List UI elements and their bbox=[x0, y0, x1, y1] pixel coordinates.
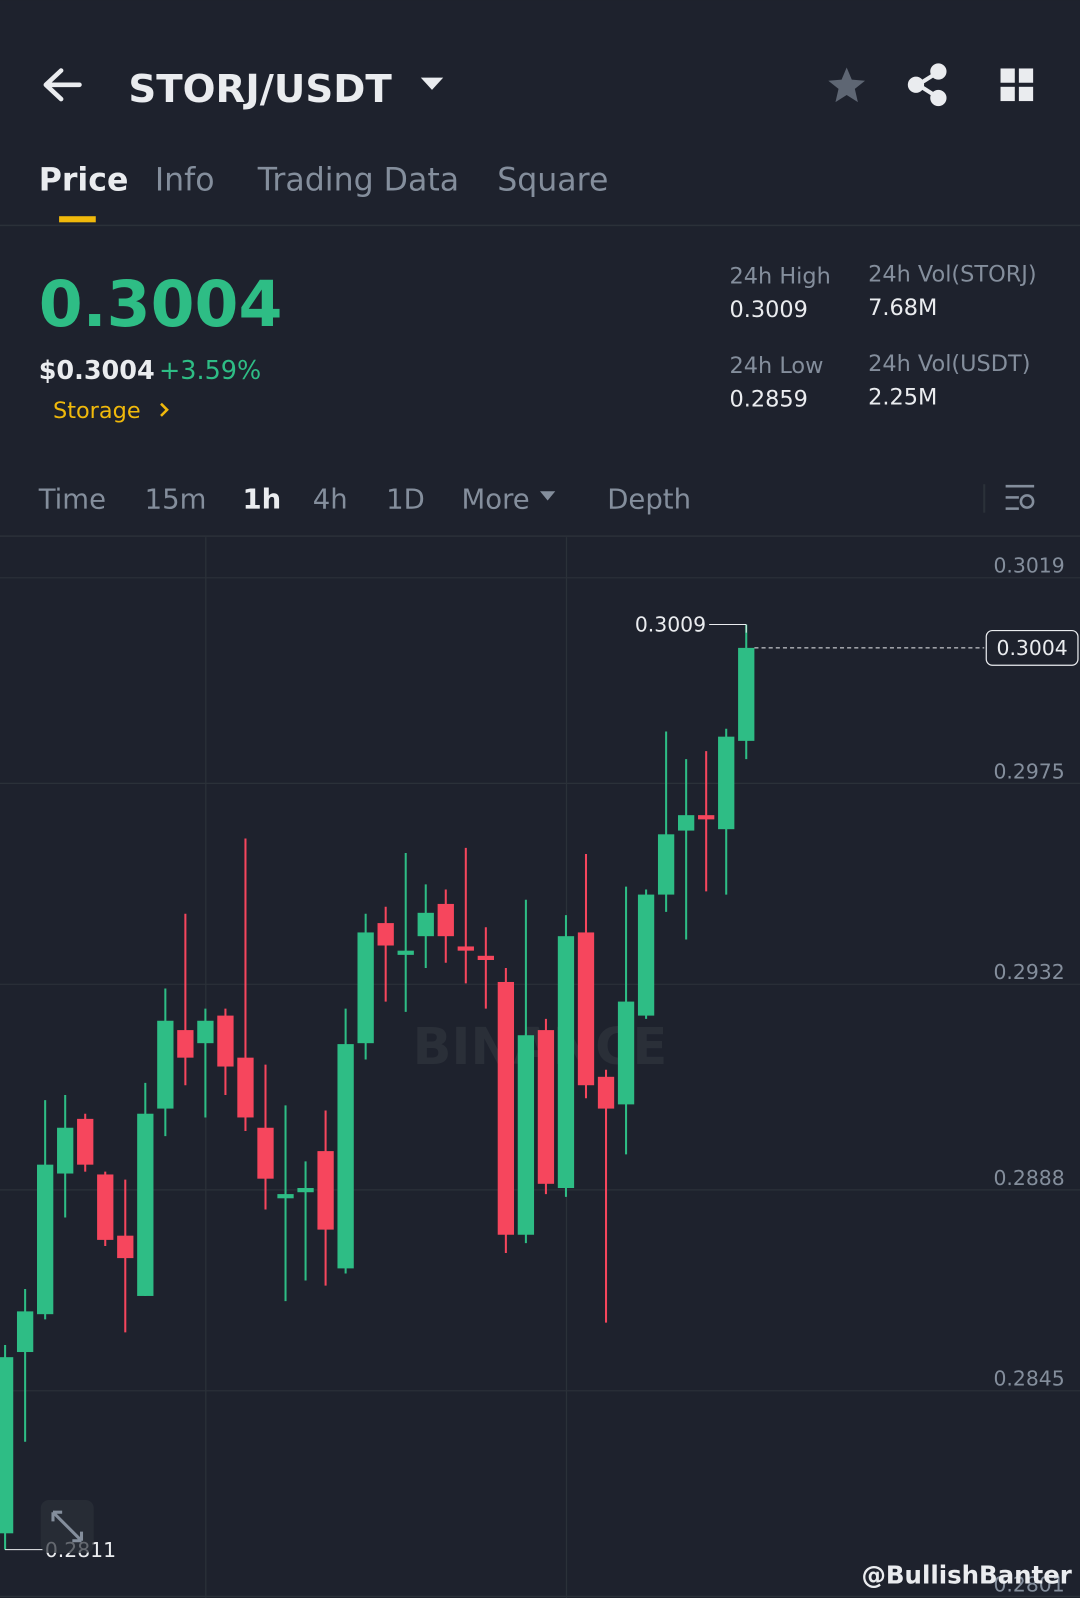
candle-body bbox=[557, 936, 575, 1189]
stat-value: 0.2859 bbox=[730, 387, 808, 413]
grid-cell bbox=[1018, 86, 1034, 102]
candle-body bbox=[297, 1188, 314, 1193]
tab-trading-data[interactable]: Trading Data bbox=[257, 163, 459, 199]
expand-button[interactable] bbox=[40, 1499, 94, 1553]
tab-indicator bbox=[59, 216, 96, 223]
tab-info[interactable]: Info bbox=[155, 163, 215, 199]
candle-body bbox=[477, 955, 494, 961]
grid-icon[interactable] bbox=[1000, 68, 1034, 102]
last-price-box bbox=[985, 629, 1079, 666]
candle-body bbox=[57, 1127, 74, 1174]
interval-tab[interactable]: 15m bbox=[145, 484, 207, 516]
candle-body bbox=[77, 1118, 94, 1165]
tag-chevron bbox=[160, 402, 169, 417]
interval-tab[interactable]: 1D bbox=[386, 484, 425, 516]
interval-tab[interactable]: Depth bbox=[607, 484, 691, 516]
grid-cell bbox=[1000, 68, 1015, 83]
settings-gear bbox=[1019, 494, 1035, 509]
candle-body bbox=[357, 932, 374, 1044]
last-price-label: 0.3004 bbox=[996, 636, 1067, 660]
stat-label: 24h Vol(USDT) bbox=[868, 351, 1030, 377]
expand-arrows bbox=[51, 1510, 84, 1543]
stat-label: 24h High bbox=[730, 263, 831, 289]
candle-body bbox=[698, 815, 715, 820]
price-change: +3.59% bbox=[159, 356, 261, 386]
candle-body bbox=[597, 1076, 615, 1109]
category-tag[interactable]: Storage bbox=[53, 398, 141, 424]
candle-body bbox=[317, 1151, 334, 1230]
stat-value: 0.3009 bbox=[730, 297, 808, 323]
candle-body bbox=[397, 950, 414, 955]
candle-body bbox=[0, 1357, 14, 1534]
candle-body bbox=[637, 894, 655, 1016]
chart-settings[interactable] bbox=[1005, 484, 1035, 510]
stat-label: 24h Low bbox=[730, 353, 824, 379]
y-tick-label: 0.2845 bbox=[993, 1367, 1064, 1391]
y-tick-label: 0.2975 bbox=[993, 759, 1064, 783]
candle-body bbox=[37, 1164, 54, 1315]
candle-body bbox=[97, 1174, 114, 1240]
candle-body bbox=[16, 1311, 34, 1353]
candle-body bbox=[537, 1030, 555, 1184]
pair-dropdown[interactable] bbox=[420, 77, 444, 90]
candle-body bbox=[517, 1035, 535, 1235]
interval-tab[interactable]: Time bbox=[38, 484, 106, 516]
more-dropdown bbox=[540, 491, 556, 501]
stat-value: 2.25M bbox=[868, 385, 937, 411]
interval-tab[interactable]: 4h bbox=[313, 484, 348, 516]
pair-title[interactable]: STORJ/USDT bbox=[128, 67, 392, 112]
max-label: 0.3009 bbox=[635, 613, 706, 637]
candle-body bbox=[217, 1015, 234, 1067]
usd-price: $0.3004 bbox=[39, 356, 155, 386]
y-tick-label: 0.3019 bbox=[993, 554, 1064, 578]
last-price: 0.3004 bbox=[39, 267, 283, 341]
grid-cell bbox=[1018, 68, 1034, 83]
candle-body bbox=[417, 912, 434, 937]
candle-body bbox=[137, 1113, 154, 1296]
interval-tab[interactable]: 1h bbox=[242, 484, 281, 516]
y-tick-label: 0.2932 bbox=[993, 960, 1064, 984]
back-button[interactable] bbox=[43, 68, 82, 102]
grid-cell bbox=[1000, 86, 1015, 102]
credit-watermark: @BullishBanter bbox=[861, 1561, 1071, 1590]
candle-body bbox=[677, 815, 695, 831]
candle-body bbox=[617, 1001, 635, 1105]
candle-body bbox=[117, 1235, 134, 1259]
stat-value: 7.68M bbox=[868, 295, 937, 321]
candle-body bbox=[237, 1057, 254, 1118]
candle-body bbox=[657, 834, 675, 895]
share-node bbox=[930, 89, 947, 107]
candle-body bbox=[197, 1020, 214, 1044]
candle-body bbox=[577, 932, 595, 1086]
stat-label: 24h Vol(STORJ) bbox=[868, 261, 1037, 287]
y-tick-label: 0.2801 bbox=[993, 1572, 1064, 1596]
tab-square[interactable]: Square bbox=[497, 163, 608, 199]
candle-body bbox=[337, 1044, 354, 1269]
back-arrow bbox=[43, 68, 82, 102]
candle-body bbox=[277, 1194, 294, 1199]
candle-body bbox=[457, 946, 474, 951]
interval-tab[interactable]: More bbox=[462, 484, 530, 516]
y-tick-label: 0.2888 bbox=[993, 1166, 1064, 1190]
share-node bbox=[930, 63, 947, 80]
candle-body bbox=[177, 1030, 194, 1058]
tab-price[interactable]: Price bbox=[39, 163, 129, 199]
labels: 0.3019 0.2975 0.2932 0.2888 0.2845 0.2801 0.30… bbox=[5, 554, 1079, 1596]
candle-body bbox=[497, 981, 515, 1235]
candles bbox=[0, 624, 755, 1550]
candle-body bbox=[437, 903, 454, 937]
share-node bbox=[907, 76, 925, 93]
candle-body bbox=[738, 647, 755, 741]
share-icon[interactable] bbox=[907, 63, 947, 107]
favorite-icon[interactable] bbox=[828, 67, 866, 103]
candle-body bbox=[257, 1127, 274, 1179]
candle-body bbox=[157, 1020, 174, 1109]
candle-body bbox=[377, 923, 394, 946]
candle-body bbox=[718, 736, 735, 830]
